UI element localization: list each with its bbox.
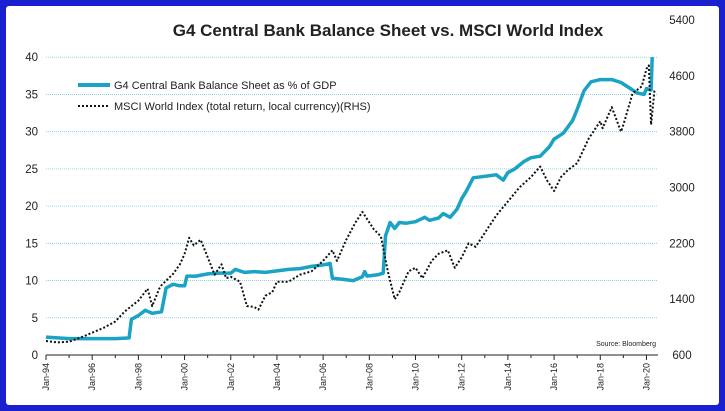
y-right-tick-label: 1400 (669, 294, 695, 306)
y-left-tick-label: 5 (32, 313, 38, 325)
x-tick-label: Jan-94 (41, 363, 51, 391)
x-tick-label: Jan-14 (503, 363, 513, 391)
source-note: Source: Bloomberg (596, 341, 656, 348)
x-tick-label: Jan-08 (364, 363, 374, 391)
x-tick-label: Jan-16 (549, 363, 559, 391)
x-tick-label: Jan-12 (457, 363, 467, 391)
series-group (45, 57, 656, 344)
legend-label-balance-sheet: G4 Central Bank Balance Sheet as % of GD… (114, 80, 337, 92)
y-right-tick-label: 4600 (669, 71, 695, 83)
y-left-tick-label: 10 (25, 276, 38, 288)
series-balance-sheet-line (45, 57, 654, 341)
y-axis-left: 0 5 10 15 20 25 30 35 40 (25, 52, 38, 362)
y-left-tick-label: 0 (32, 350, 38, 362)
series-msci-line (45, 64, 656, 344)
y-right-tick-label: 3800 (669, 127, 695, 139)
legend: G4 Central Bank Balance Sheet as % of GD… (78, 80, 371, 113)
x-tick-label: Jan-04 (272, 363, 282, 391)
chart-title: G4 Central Bank Balance Sheet vs. MSCI W… (173, 21, 604, 40)
y-left-tick-label: 25 (25, 164, 38, 176)
gridlines (46, 56, 658, 319)
y-right-tick-label: 600 (672, 350, 691, 362)
y-axis-right: 600 1400 2200 3000 3800 4600 5400 (669, 15, 695, 362)
y-left-tick-label: 30 (25, 127, 38, 139)
y-left-tick-label: 15 (25, 238, 38, 250)
x-tick-label: Jan-18 (595, 363, 605, 391)
x-tick-label: Jan-96 (87, 363, 97, 391)
x-tick-label: Jan-00 (180, 363, 190, 391)
chart-frame: G4 Central Bank Balance Sheet vs. MSCI W… (6, 6, 719, 405)
y-left-tick-label: 35 (25, 89, 38, 101)
y-left-tick-label: 40 (25, 52, 38, 64)
chart-canvas: G4 Central Bank Balance Sheet vs. MSCI W… (25, 15, 695, 391)
x-tick-label: Jan-20 (641, 363, 651, 391)
x-tick-label: Jan-98 (133, 363, 143, 391)
y-left-tick-label: 20 (25, 201, 38, 213)
y-right-tick-label: 5400 (669, 15, 695, 27)
y-right-tick-label: 3000 (669, 183, 695, 195)
y-right-tick-label: 2200 (669, 238, 695, 250)
x-axis: Jan-94 Jan-96 Jan-98 Jan-00 Jan-02 Jan-04 Jan-… (41, 354, 658, 391)
x-tick-label: Jan-10 (411, 363, 421, 391)
x-tick-label: Jan-02 (226, 363, 236, 391)
legend-label-msci: MSCI World Index (total return, local cu… (114, 101, 371, 113)
x-tick-label: Jan-06 (318, 363, 328, 391)
